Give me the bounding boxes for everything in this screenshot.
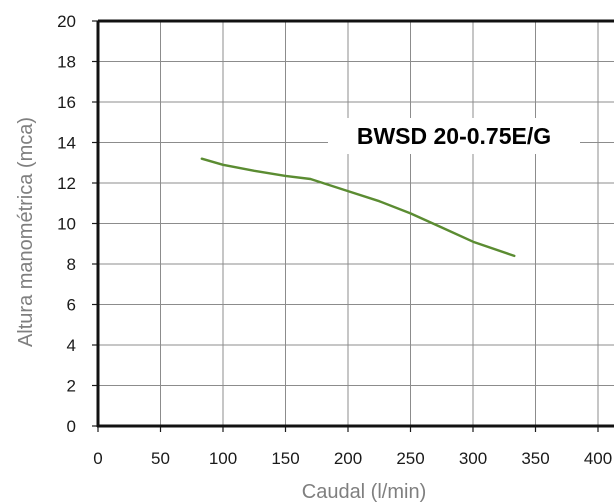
x-tick-labels: 0 50 100 150 200 250 300 350 400: [93, 449, 612, 468]
x-axis-title: Caudal (l/min): [302, 481, 426, 503]
axes: [92, 19, 614, 432]
y-tick-label: 14: [57, 134, 76, 153]
y-tick-label: 12: [57, 174, 76, 193]
pump-curve-line: [200, 157, 516, 258]
y-tick-label: 20: [57, 12, 76, 31]
series: [200, 118, 580, 258]
x-tick-label: 50: [151, 449, 170, 468]
y-tick-label: 2: [67, 377, 76, 396]
y-tick-label: 4: [67, 336, 76, 355]
y-tick-label: 18: [57, 53, 76, 72]
x-tick-label: 200: [334, 449, 362, 468]
y-tick-label: 6: [67, 296, 76, 315]
x-tick-label: 0: [93, 449, 102, 468]
x-tick-label: 150: [271, 449, 299, 468]
x-tick-label: 100: [209, 449, 237, 468]
y-axis-title: Altura manométrica (mca): [15, 117, 37, 347]
x-tick-label: 400: [584, 449, 612, 468]
x-tick-label: 350: [521, 449, 549, 468]
y-tick-label: 16: [57, 93, 76, 112]
y-tick-label: 8: [67, 255, 76, 274]
x-tick-label: 300: [459, 449, 487, 468]
y-tick-label: 0: [67, 417, 76, 436]
chart-title-background: [328, 118, 580, 154]
y-tick-labels: 0 2 4 6 8 10 12 14 16 18 20: [57, 12, 76, 436]
y-tick-label: 10: [57, 215, 76, 234]
x-tick-label: 250: [396, 449, 424, 468]
gridlines: [98, 20, 614, 426]
chart-title: BWSD 20-0.75E/G: [357, 123, 551, 149]
